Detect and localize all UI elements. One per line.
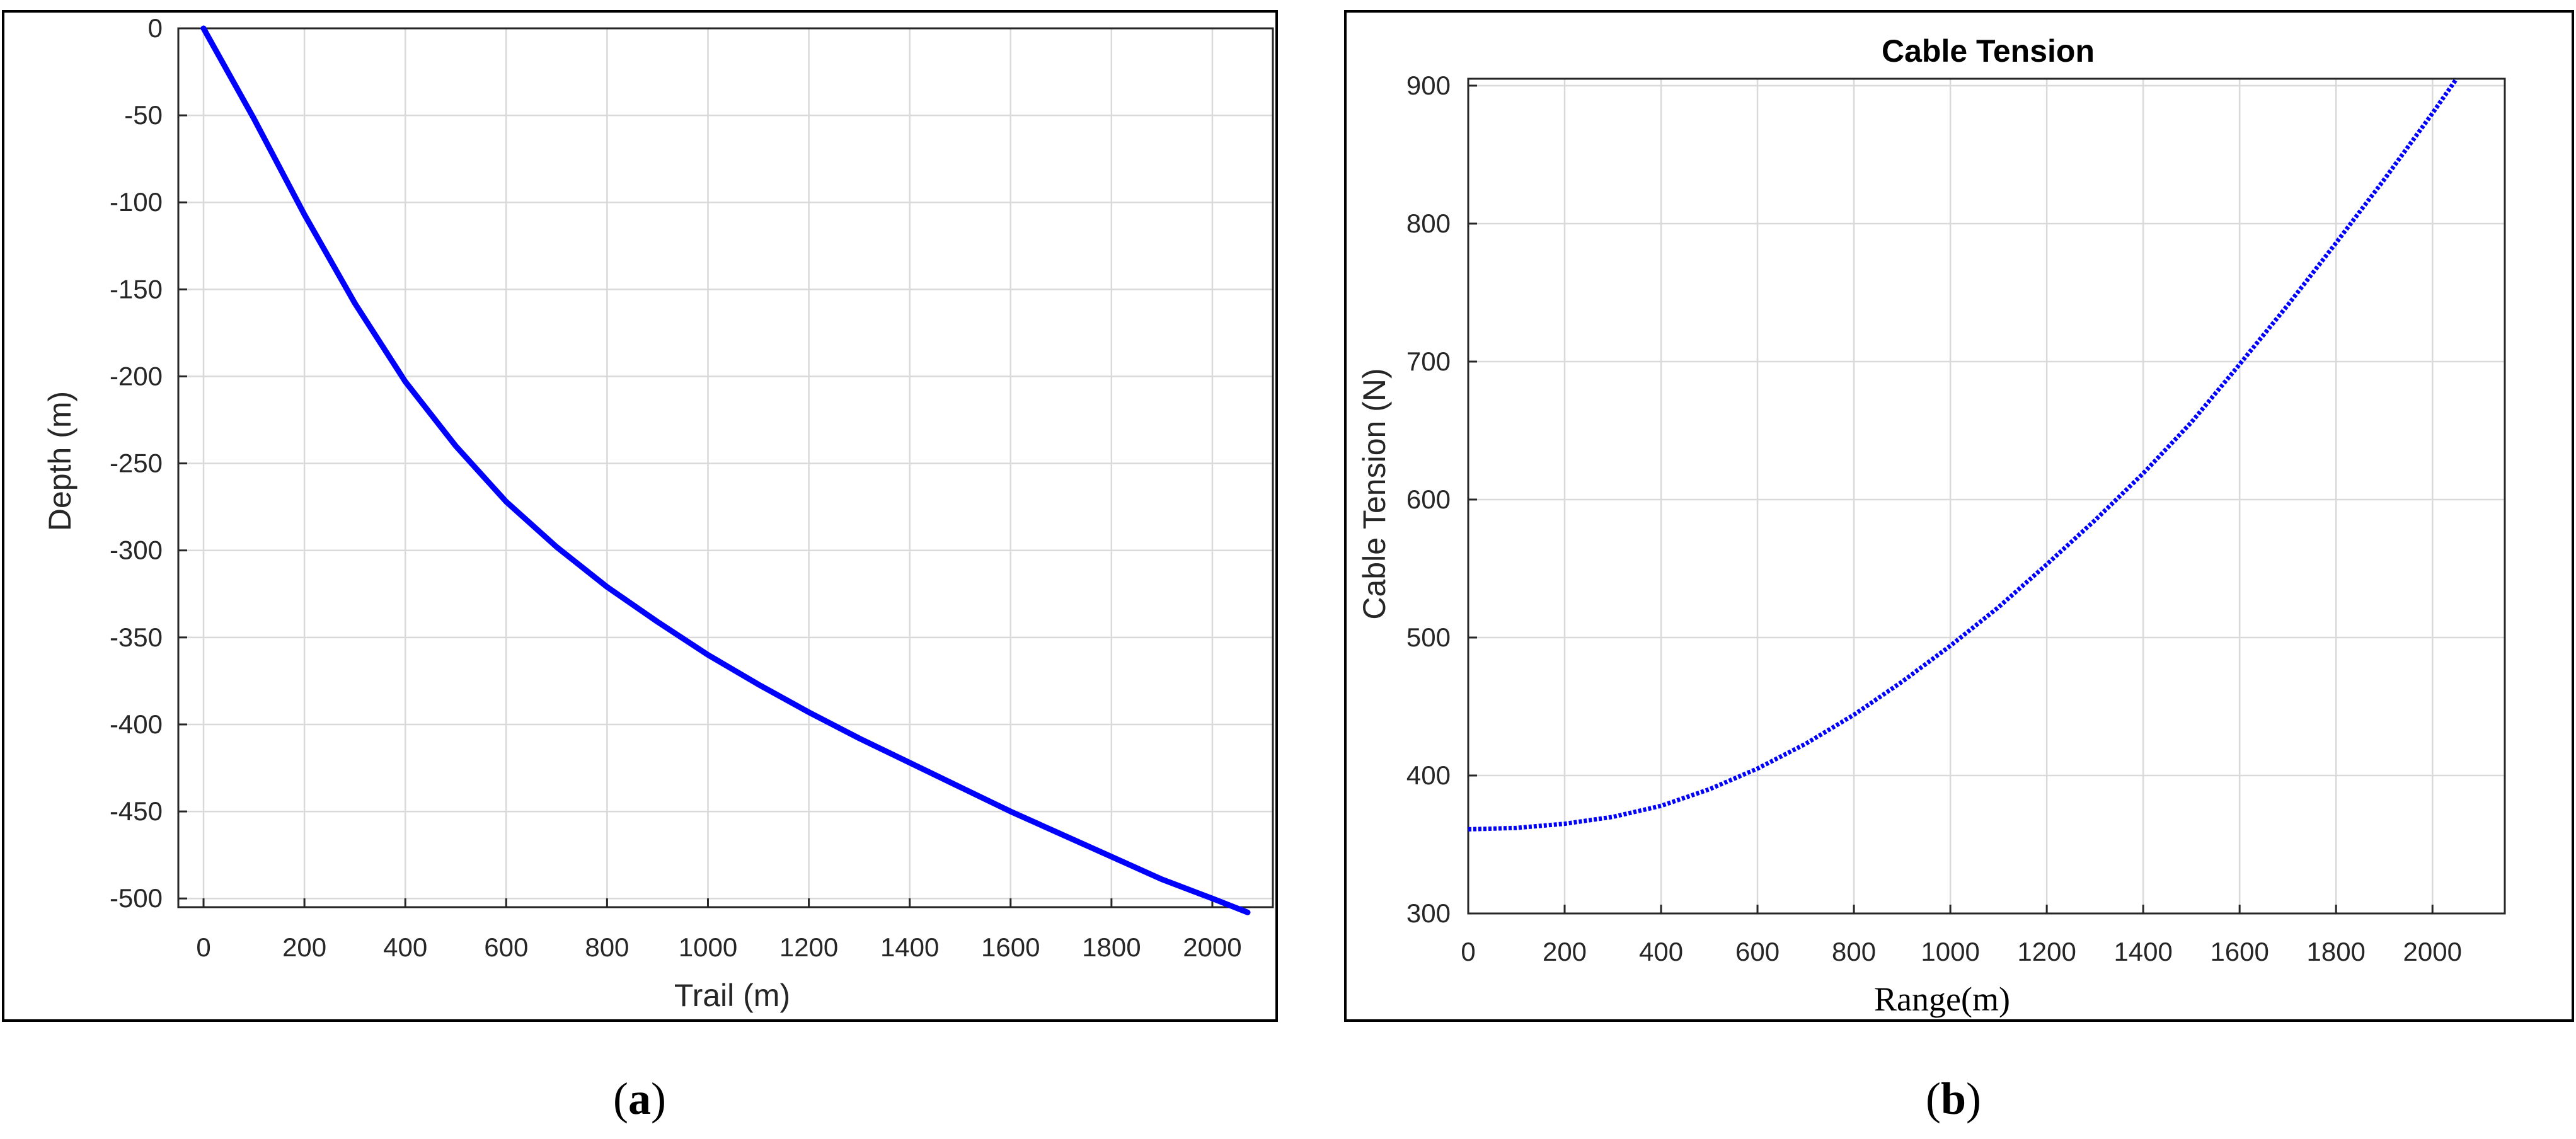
panel-b-ticks: 0 200 400 600 800 1000 1200 1400 1600 1800 2000 300… [1406, 71, 2462, 966]
y-tick-label: 600 [1406, 484, 1451, 514]
x-tick-label: 600 [484, 932, 528, 962]
series-line [200, 25, 1251, 915]
x-tick-label: 800 [1832, 937, 1876, 966]
x-tick-label: 200 [282, 932, 326, 962]
y-tick-label: -100 [110, 187, 163, 217]
panel-b-series [1468, 77, 2459, 832]
panel-a-gridlines [178, 27, 1273, 907]
x-tick-label: 600 [1735, 937, 1780, 966]
y-tick-label: -350 [110, 622, 163, 652]
x-tick-label: 1200 [2017, 937, 2076, 966]
caption-a: (a) [613, 1073, 666, 1124]
x-tick-label: 2000 [2403, 937, 2462, 966]
y-tick-label: 300 [1406, 898, 1451, 928]
x-tick-label: 400 [1639, 937, 1683, 966]
x-tick-label: 400 [383, 932, 427, 962]
caption-a-letter: a [628, 1073, 651, 1124]
y-tick-label: 800 [1406, 209, 1451, 238]
x-tick-label: 1800 [1082, 932, 1141, 962]
y-tick-label: 400 [1406, 760, 1451, 790]
y-tick-label: -300 [110, 535, 163, 565]
panel-b-x-axis-label: Range(m) [1874, 980, 2010, 1018]
panel-a-axes-box [177, 27, 1274, 908]
panel-b-tension-chart: Cable Tension 0 200 400 600 800 1000 1200 1400 1… [1344, 10, 2574, 1022]
panel-b-y-axis-label: Cable Tension (N) [1357, 368, 1392, 619]
y-tick-label: -50 [124, 100, 163, 130]
panel-b-frame [1344, 10, 2574, 1022]
panel-b-axes-box [1467, 77, 2506, 915]
y-tick-label: 500 [1406, 622, 1451, 652]
x-tick-label: 1600 [981, 932, 1040, 962]
y-tick-label: -250 [110, 449, 163, 478]
y-tick-label: -500 [110, 883, 163, 913]
x-tick-label: 200 [1543, 937, 1587, 966]
x-tick-label: 1000 [679, 932, 737, 962]
panel-a-x-axis-label: Trail (m) [674, 978, 790, 1013]
caption-b: (b) [1926, 1073, 1981, 1124]
y-tick-label: 700 [1406, 346, 1451, 376]
series-line [1468, 77, 2459, 832]
x-tick-label: 1000 [1921, 937, 1979, 966]
x-tick-label: 1600 [2210, 937, 2268, 966]
panel-a-frame [2, 10, 1278, 1022]
y-tick-label: -400 [110, 709, 163, 739]
y-tick-label: 900 [1406, 71, 1451, 100]
y-tick-label: -200 [110, 361, 163, 391]
panel-a-y-axis-label: Depth (m) [42, 391, 78, 531]
x-tick-label: 1200 [779, 932, 838, 962]
x-tick-label: 0 [196, 932, 210, 962]
x-tick-label: 800 [585, 932, 629, 962]
y-tick-label: 0 [148, 13, 163, 43]
x-tick-label: 0 [1461, 937, 1475, 966]
x-tick-label: 2000 [1183, 932, 1241, 962]
panel-b-gridlines [1467, 79, 2505, 915]
caption-b-letter: b [1941, 1073, 1966, 1124]
panel-a-depth-chart: 0 200 400 600 800 1000 1200 1400 1600 1800 2000 0 -5… [2, 10, 1278, 1022]
x-tick-label: 1400 [880, 932, 939, 962]
x-tick-label: 1400 [2113, 937, 2172, 966]
panel-b-chart-title: Cable Tension [1882, 33, 2095, 69]
panel-a-series [200, 25, 1251, 915]
y-tick-label: -450 [110, 796, 163, 826]
x-tick-label: 1800 [2306, 937, 2365, 966]
y-tick-label: -150 [110, 274, 163, 304]
panel-a-ticks: 0 200 400 600 800 1000 1200 1400 1600 1800 2000 0 -5… [110, 13, 1242, 962]
